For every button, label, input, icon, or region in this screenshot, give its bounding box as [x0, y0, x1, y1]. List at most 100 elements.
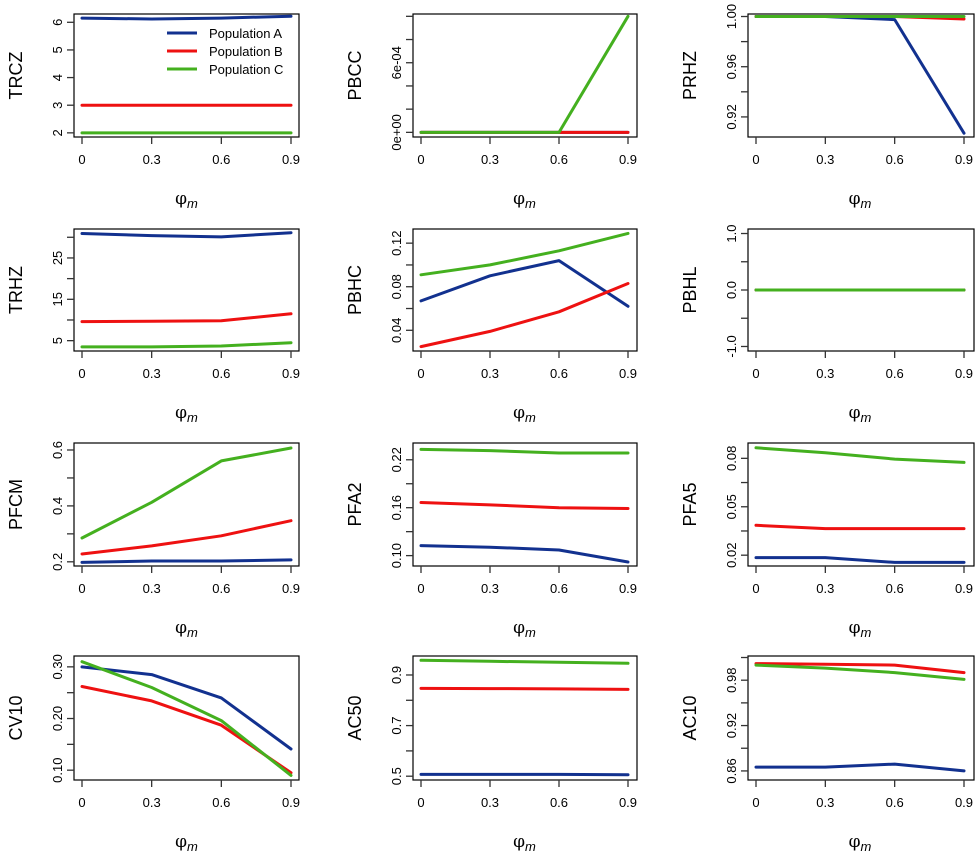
x-tick-label: 0.9: [955, 152, 973, 167]
x-axis-title-subscript: m: [525, 839, 536, 853]
y-tick-label: 6e-04: [389, 46, 404, 79]
plot-frame: [412, 655, 638, 781]
y-tick-label: 3: [50, 102, 65, 109]
x-axis-title-symbol: φ: [849, 189, 861, 209]
y-tick-label: 15: [50, 292, 65, 306]
series-line-population-c: [754, 663, 966, 681]
y-tick-label: 0.08: [724, 446, 739, 471]
x-axis-title-symbol: φ: [513, 618, 525, 638]
y-tick-label: 0.98: [724, 668, 739, 693]
series-line-population-c: [419, 658, 630, 665]
y-tick-label: 0.20: [50, 706, 65, 731]
x-axis-title-symbol: φ: [513, 403, 525, 423]
plot-frame: [412, 442, 638, 567]
series-line-population-c: [80, 446, 293, 540]
panel-ac10: 0 0.3 0.6 0.9 0.86 0.92 0.98 AC10 φm: [680, 655, 975, 853]
plot-frame: [412, 228, 638, 352]
x-tick-label: 0: [752, 795, 759, 810]
y-tick-label: 1.0: [724, 224, 739, 242]
x-tick-label: 0.9: [955, 366, 973, 381]
panel-pbhl: 0 0.3 0.6 0.9 -1.0 0.0 1.0 PBHL φm: [680, 224, 975, 425]
x-tick-label: 0.9: [619, 152, 637, 167]
y-tick-label: 6: [50, 19, 65, 26]
series-line-population-c: [80, 660, 293, 777]
x-tick-label: 0: [78, 366, 85, 381]
series-line-population-a: [754, 556, 966, 564]
x-axis-title-symbol: φ: [513, 832, 525, 852]
plot-frame: [747, 442, 975, 567]
y-tick-label: 0.0: [724, 281, 739, 299]
x-tick-label: 0: [752, 581, 759, 596]
panel-prhz: 0 0.3 0.6 0.9 0.92 0.96 1.00 PRHZ φm: [680, 4, 975, 211]
y-axis-title: CV10: [6, 695, 26, 740]
series-line-population-c: [419, 231, 630, 277]
y-axis-title: PBHL: [680, 266, 700, 313]
x-axis-title: φm: [849, 189, 872, 211]
x-tick-label: 0: [417, 366, 424, 381]
series-line-population-a: [80, 231, 293, 239]
plot-frame: [73, 228, 300, 352]
y-tick-label: 0.16: [389, 495, 404, 520]
x-axis-title-subscript: m: [187, 410, 198, 425]
x-tick-label: 0.9: [955, 795, 973, 810]
y-tick-label: 0.04: [389, 318, 404, 343]
plot-frame: [73, 655, 300, 781]
x-tick-label: 0: [78, 795, 85, 810]
panel-pbcc: 0 0.3 0.6 0.9 0e+00 6e-04 PBCC φm: [345, 13, 638, 211]
panel-pfcm: 0 0.3 0.6 0.9 0.2 0.4 0.6 PFCM φm: [6, 441, 300, 640]
legend-label-population-a: Population A: [209, 26, 282, 41]
x-axis-title-subscript: m: [525, 625, 536, 640]
x-tick-label: 0.9: [619, 581, 637, 596]
y-tick-label: 0.12: [389, 231, 404, 256]
y-axis-title: PRHZ: [680, 51, 700, 100]
panel-ac50: 0 0.3 0.6 0.9 0.5 0.7 0.9 AC50 φm: [345, 655, 638, 853]
y-axis-title: PBHC: [345, 265, 365, 315]
x-tick-label: 0.3: [816, 366, 834, 381]
series-line-population-b: [80, 312, 293, 324]
series-line-population-b: [80, 685, 293, 775]
x-tick-label: 0.6: [886, 152, 904, 167]
x-axis-title-symbol: φ: [175, 618, 187, 638]
x-axis-title: φm: [175, 189, 198, 211]
x-tick-label: 0.9: [282, 152, 300, 167]
y-tick-label: 0.30: [50, 654, 65, 679]
panel-pfa2: 0 0.3 0.6 0.9 0.10 0.16 0.22 PFA2 φm: [345, 442, 638, 640]
x-axis-title: φm: [513, 832, 536, 853]
x-tick-label: 0.6: [550, 152, 568, 167]
x-axis-title-symbol: φ: [513, 189, 525, 209]
x-axis-title-symbol: φ: [849, 832, 861, 852]
x-tick-label: 0.6: [886, 795, 904, 810]
x-axis-title: φm: [175, 618, 198, 640]
series-line-population-a: [419, 259, 630, 308]
y-axis-title: PFA2: [345, 482, 365, 526]
x-tick-label: 0.9: [619, 366, 637, 381]
x-tick-label: 0.9: [282, 795, 300, 810]
y-tick-label: 0.96: [724, 54, 739, 79]
x-axis-title-subscript: m: [187, 625, 198, 640]
x-tick-label: 0.6: [212, 152, 230, 167]
x-tick-label: 0.3: [481, 581, 499, 596]
x-axis-title-subscript: m: [861, 625, 872, 640]
x-tick-label: 0.3: [816, 581, 834, 596]
y-tick-label: 0.86: [724, 758, 739, 783]
y-tick-label: 0.10: [50, 758, 65, 783]
y-tick-label: 0e+00: [389, 114, 404, 151]
x-axis-title-subscript: m: [525, 410, 536, 425]
series-line-population-c: [419, 447, 630, 455]
x-tick-label: 0: [417, 581, 424, 596]
x-tick-label: 0.6: [886, 581, 904, 596]
x-tick-label: 0.6: [550, 795, 568, 810]
x-axis-title-subscript: m: [861, 410, 872, 425]
x-tick-label: 0: [752, 152, 759, 167]
x-axis-title-subscript: m: [861, 839, 872, 853]
y-tick-label: 2: [50, 129, 65, 136]
y-tick-label: 0.10: [389, 543, 404, 568]
x-tick-label: 0.6: [886, 366, 904, 381]
x-tick-label: 0.6: [550, 366, 568, 381]
x-axis-title-symbol: φ: [849, 403, 861, 423]
x-axis-title: φm: [175, 403, 198, 425]
y-tick-label: 25: [50, 251, 65, 265]
x-axis-title-symbol: φ: [175, 189, 187, 209]
